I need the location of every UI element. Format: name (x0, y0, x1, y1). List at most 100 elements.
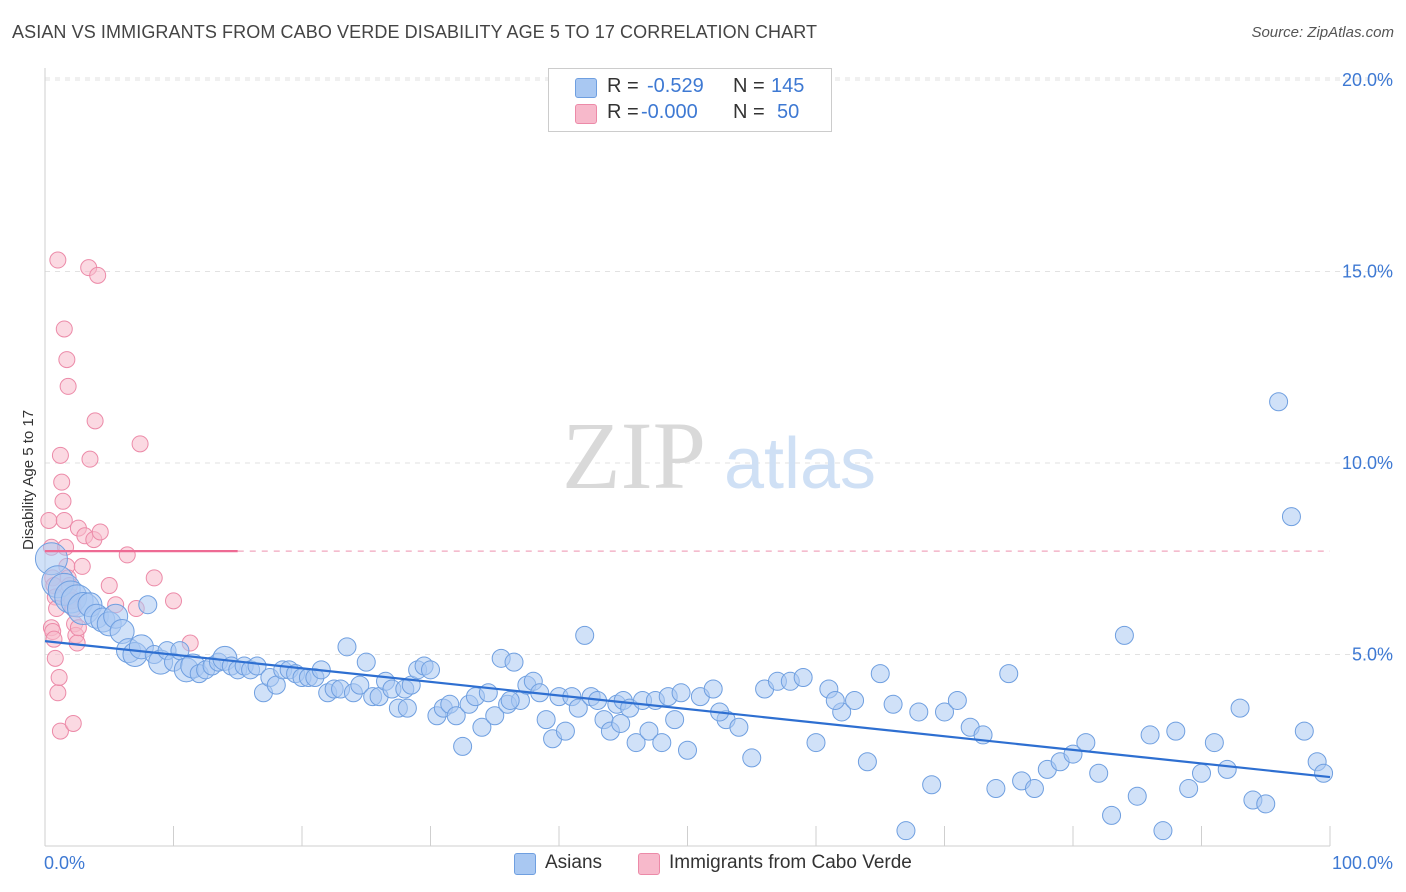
point-asians (397, 698, 417, 718)
grid-lines (45, 77, 1392, 655)
point-cabo-verde (49, 251, 67, 269)
point-asians (1024, 779, 1044, 799)
correlation-legend: R = -0.529 N = 145 R = -0.000 N = 50 (548, 68, 832, 132)
point-asians (1269, 392, 1289, 412)
point-asians (703, 679, 723, 699)
point-cabo-verde (46, 649, 64, 667)
point-cabo-verde (58, 351, 76, 369)
point-asians (1217, 759, 1237, 779)
point-asians (1204, 733, 1224, 753)
point-cabo-verde (51, 446, 69, 464)
point-asians (909, 702, 929, 722)
legend-row-cabo-verde: R = -0.000 N = 50 (549, 101, 831, 127)
point-asians (671, 683, 691, 703)
point-asians (935, 702, 954, 722)
point-asians (568, 698, 588, 718)
legend-swatch-asians (514, 853, 536, 875)
point-cabo-verde (131, 435, 149, 453)
point-asians (247, 656, 267, 676)
point-cabo-verde (54, 492, 72, 510)
point-asians (793, 667, 813, 687)
x-axis (44, 68, 1331, 847)
point-asians (626, 733, 646, 753)
x-tick-labels: 0.0% 100.0% (44, 853, 1393, 873)
point-asians (1281, 507, 1301, 527)
point-cabo-verde (59, 377, 77, 395)
point-asians (555, 721, 575, 741)
point-asians (1089, 763, 1109, 783)
point-asians (611, 713, 631, 733)
point-asians (999, 664, 1019, 684)
point-cabo-verde (55, 511, 73, 529)
point-asians (947, 690, 967, 710)
point-cabo-verde (45, 630, 63, 648)
point-asians (678, 740, 697, 760)
legend-label-cabo-verde: Immigrants from Cabo Verde (669, 852, 912, 873)
point-cabo-verde (100, 577, 118, 595)
legend-swatch-cabo-verde (638, 853, 660, 875)
source-label: Source: ZipAtlas.com (1251, 24, 1394, 41)
point-asians (1256, 794, 1276, 814)
legend-r-label: R = (607, 101, 639, 123)
point-asians (857, 752, 877, 772)
y-tick-label: 5.0% (1352, 645, 1393, 665)
legend-swatch-asians (575, 78, 597, 98)
point-cabo-verde (73, 557, 91, 575)
point-cabo-verde (50, 668, 68, 686)
point-asians (1294, 721, 1314, 741)
watermark: ZIP atlas (562, 402, 876, 509)
legend-swatch-cabo-verde (575, 104, 597, 124)
point-asians (1230, 698, 1250, 718)
point-asians (1166, 721, 1186, 741)
point-asians (665, 710, 685, 730)
point-asians (825, 690, 845, 710)
point-asians (729, 717, 749, 737)
y-tick-labels: 5.0% 10.0% 15.0% 20.0% (1342, 70, 1393, 665)
legend-n-label: N = (733, 75, 765, 97)
point-cabo-verde (81, 450, 99, 468)
y-tick-label: 20.0% (1342, 70, 1393, 90)
point-asians (350, 675, 370, 695)
series-legend: Asians Immigrants from Cabo Verde (0, 852, 1406, 878)
trend-lines (44, 549, 1331, 779)
y-tick-label: 15.0% (1342, 262, 1393, 282)
legend-n-value: 50 (777, 101, 800, 123)
point-cabo-verde (145, 569, 163, 587)
point-asians (446, 706, 466, 726)
point-cabo-verde (118, 546, 136, 564)
chart-title: ASIAN VS IMMIGRANTS FROM CABO VERDE DISA… (12, 22, 818, 42)
point-asians (922, 775, 942, 795)
point-asians (742, 748, 762, 768)
y-tick-label: 10.0% (1342, 453, 1393, 473)
y-axis-label: Disability Age 5 to 17 (20, 409, 37, 550)
legend-r-value: -0.529 (647, 75, 704, 97)
watermark-zip: ZIP (562, 402, 706, 509)
point-asians (485, 706, 505, 726)
point-asians (1140, 725, 1160, 745)
point-cabo-verde (51, 722, 69, 740)
point-asians (652, 733, 672, 753)
point-asians (845, 690, 865, 710)
point-cabo-verde (91, 523, 109, 541)
legend-n-value: 145 (771, 75, 805, 97)
point-asians (138, 595, 158, 615)
point-asians (472, 717, 492, 737)
point-asians (806, 733, 826, 753)
point-cabo-verde (89, 266, 107, 284)
point-asians (453, 736, 473, 756)
point-asians (356, 652, 376, 672)
point-asians (1192, 763, 1211, 783)
legend-n-label: N = (733, 101, 765, 123)
point-asians (1127, 786, 1147, 806)
watermark-atlas: atlas (724, 424, 876, 504)
point-cabo-verde (53, 473, 71, 491)
point-asians (883, 694, 903, 714)
point-asians (1179, 779, 1199, 799)
legend-row-asians: R = -0.529 N = 145 (549, 75, 831, 101)
point-asians (504, 652, 524, 672)
legend-r-value: -0.000 (641, 101, 698, 123)
point-cabo-verde (64, 714, 82, 732)
point-asians (986, 779, 1006, 799)
point-asians (500, 690, 520, 710)
